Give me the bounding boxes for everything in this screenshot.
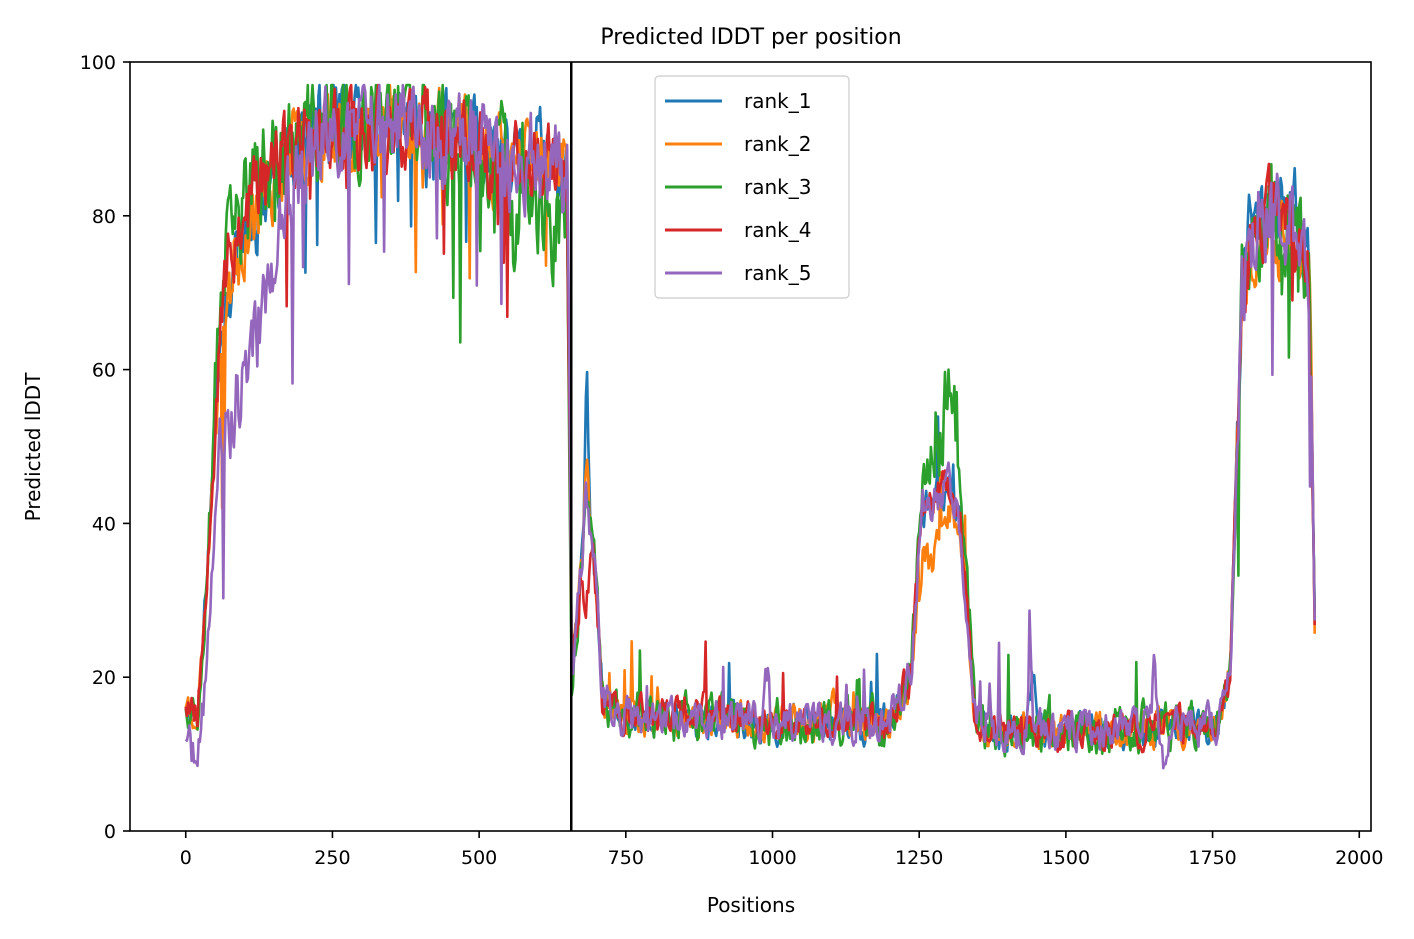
legend-label: rank_5 — [744, 261, 811, 285]
chart-title: Predicted lDDT per position — [600, 25, 901, 50]
legend-label: rank_2 — [744, 132, 811, 156]
y-tick-label: 40 — [92, 513, 116, 535]
plot-frame — [129, 61, 1372, 832]
series-layer — [184, 83, 1316, 770]
x-tick-label: 1750 — [1188, 847, 1236, 869]
x-axis-label: Positions — [707, 893, 795, 917]
y-axis: 0 20 40 60 80 100 — [80, 52, 130, 843]
y-tick-label: 20 — [92, 667, 116, 689]
y-tick-label: 100 — [80, 52, 116, 74]
x-tick-label: 1500 — [1042, 847, 1090, 869]
legend-label: rank_4 — [744, 218, 811, 242]
legend-label: rank_3 — [744, 175, 811, 199]
y-tick-label: 0 — [104, 821, 116, 843]
x-tick-label: 2000 — [1335, 847, 1383, 869]
y-tick-label: 80 — [92, 206, 116, 228]
x-tick-label: 750 — [608, 847, 644, 869]
y-axis-label: Predicted lDDT — [21, 372, 45, 522]
legend: rank_1 rank_2 rank_3 rank_4 rank_5 — [654, 75, 850, 299]
legend-label: rank_1 — [744, 89, 811, 113]
x-tick-label: 0 — [180, 847, 192, 869]
series-line-rank_5 — [184, 83, 1316, 770]
y-tick-label: 60 — [92, 360, 116, 382]
x-tick-label: 1250 — [895, 847, 943, 869]
x-tick-label: 1000 — [748, 847, 796, 869]
legend-box — [654, 75, 850, 299]
x-tick-label: 500 — [461, 847, 497, 869]
x-tick-label: 250 — [314, 847, 350, 869]
x-axis: 0 250 500 750 1000 1250 1500 1750 2000 — [180, 831, 1383, 869]
